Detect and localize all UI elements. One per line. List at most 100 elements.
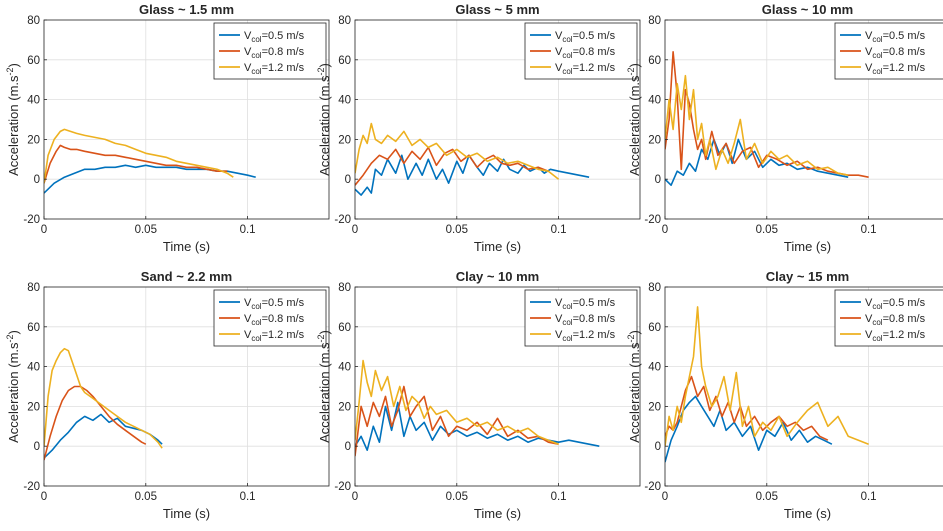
legend: Vcol=0.5 m/s Vcol=0.8 m/s Vcol=1.2 m/s xyxy=(834,289,943,347)
y-tick-label: 80 xyxy=(27,282,40,294)
y-tick-label: 20 xyxy=(338,401,351,413)
y-tick-label: 20 xyxy=(27,134,40,146)
x-tick-label: 0 xyxy=(41,491,47,503)
x-tick-label: 0.05 xyxy=(756,224,778,236)
series-line-3 xyxy=(355,122,560,180)
y-axis-label: Acceleration (m.s-2) xyxy=(626,330,642,443)
legend-label-rest: =1.2 m/s xyxy=(573,62,616,74)
legend-label-sub: col xyxy=(872,334,882,343)
y-tick-label: -20 xyxy=(23,214,40,226)
series-group xyxy=(665,306,869,463)
y-axis-label: Acceleration (m.s-2) xyxy=(5,63,21,176)
subplot-title: Glass ~ 1.5 mm xyxy=(139,2,234,17)
x-axis-label: Time (s) xyxy=(163,506,210,521)
y-axis-label-close: ) xyxy=(317,330,332,334)
legend-label-rest: =0.5 m/s xyxy=(573,30,616,42)
x-axis-label: Time (s) xyxy=(163,239,210,254)
y-axis-label-sup: -2 xyxy=(626,334,636,342)
legend-label-main: V xyxy=(865,46,873,58)
x-tick-label: 0.05 xyxy=(756,491,778,503)
legend-label-main: V xyxy=(555,313,563,325)
legend-label-main: V xyxy=(555,30,563,42)
y-tick-label: 80 xyxy=(338,15,351,27)
y-tick-label: 80 xyxy=(648,282,661,294)
x-tick-label: 0 xyxy=(662,224,668,236)
y-tick-label: 40 xyxy=(648,362,661,374)
legend-label-sub: col xyxy=(251,51,261,60)
y-tick-label: 40 xyxy=(338,95,351,107)
y-tick-label: 20 xyxy=(648,134,661,146)
y-tick-label: 80 xyxy=(338,282,351,294)
x-tick-label: 0 xyxy=(352,491,358,503)
y-tick-label: -20 xyxy=(334,214,351,226)
legend-label-sub: col xyxy=(251,67,261,76)
y-tick-label: 80 xyxy=(648,15,661,27)
y-axis-label-sup: -2 xyxy=(316,334,326,342)
legend-label-rest: =1.2 m/s xyxy=(262,62,305,74)
series-line-1 xyxy=(665,138,849,186)
legend-label-rest: =0.5 m/s xyxy=(883,297,926,309)
legend-label-1: Vcol=0.5 m/s xyxy=(555,30,616,44)
legend-label-sub: col xyxy=(562,67,572,76)
x-tick-label: 0.1 xyxy=(240,224,256,236)
legend-label-sub: col xyxy=(251,334,261,343)
x-tick-label: 0.1 xyxy=(861,224,877,236)
series-line-3 xyxy=(355,359,559,445)
legend-label-rest: =0.8 m/s xyxy=(883,313,926,325)
y-axis-label: Acceleration (m.s-2) xyxy=(316,330,332,443)
y-tick-label: 60 xyxy=(338,55,351,67)
legend-label-sub: col xyxy=(562,318,572,327)
series-group xyxy=(44,128,256,194)
legend-label-main: V xyxy=(555,329,563,341)
legend-label-main: V xyxy=(244,297,252,309)
y-axis-label-sup: -2 xyxy=(5,334,15,342)
legend-label-rest: =0.8 m/s xyxy=(573,46,616,58)
legend-label-sub: col xyxy=(251,318,261,327)
series-line-3 xyxy=(44,128,234,184)
x-tick-label: 0.05 xyxy=(446,224,468,236)
y-tick-label: 60 xyxy=(27,322,40,334)
y-tick-label: 20 xyxy=(27,401,40,413)
x-axis-label: Time (s) xyxy=(784,506,831,521)
legend-label-rest: =0.8 m/s xyxy=(883,46,926,58)
legend-label-3: Vcol=1.2 m/s xyxy=(865,329,926,343)
series-line-3 xyxy=(665,306,869,447)
y-axis-label-close: ) xyxy=(317,63,332,67)
legend-label-2: Vcol=0.8 m/s xyxy=(244,313,305,327)
legend-label-main: V xyxy=(244,329,252,341)
axes-box xyxy=(664,19,943,220)
axes-box xyxy=(354,286,641,487)
y-axis-label-text: Acceleration (m.s xyxy=(6,342,21,443)
y-axis-label-text: Acceleration (m.s xyxy=(627,75,642,176)
legend-label-rest: =1.2 m/s xyxy=(883,62,926,74)
y-axis-label-text: Acceleration (m.s xyxy=(317,75,332,176)
y-axis-label-close: ) xyxy=(627,330,642,334)
x-tick-label: 0 xyxy=(352,224,358,236)
legend-label-rest: =0.5 m/s xyxy=(883,30,926,42)
legend-label-rest: =0.5 m/s xyxy=(262,30,305,42)
x-axis-label: Time (s) xyxy=(474,506,521,521)
subplot-title: Clay ~ 10 mm xyxy=(456,269,539,284)
y-axis-label: Acceleration (m.s-2) xyxy=(626,63,642,176)
series-line-3 xyxy=(44,347,163,449)
legend-label-1: Vcol=0.5 m/s xyxy=(865,297,926,311)
legend-label-2: Vcol=0.8 m/s xyxy=(865,46,926,60)
legend-label-main: V xyxy=(244,313,252,325)
y-axis-label-sup: -2 xyxy=(316,67,326,75)
legend-label-1: Vcol=0.5 m/s xyxy=(244,30,305,44)
legend-label-rest: =0.8 m/s xyxy=(573,313,616,325)
y-axis-label: Acceleration (m.s-2) xyxy=(5,330,21,443)
y-axis-label-text: Acceleration (m.s xyxy=(317,342,332,443)
series-line-2 xyxy=(355,146,549,186)
x-axis-label: Time (s) xyxy=(784,239,831,254)
legend-label-2: Vcol=0.8 m/s xyxy=(865,313,926,327)
legend-label-2: Vcol=0.8 m/s xyxy=(555,313,616,327)
legend-label-rest: =1.2 m/s xyxy=(262,329,305,341)
